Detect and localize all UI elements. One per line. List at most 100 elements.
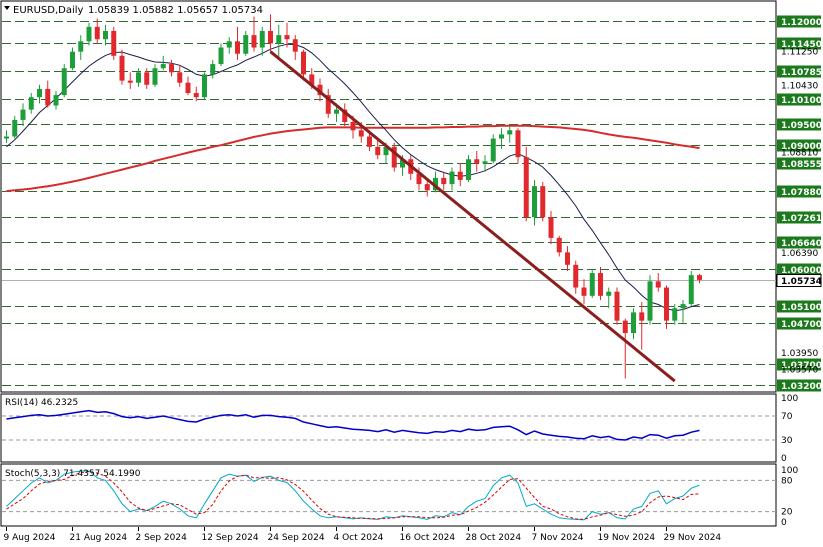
indicator-tick-label: 100: [781, 466, 798, 476]
bear-candle: [424, 184, 430, 191]
bull-candle: [259, 30, 265, 48]
level-label-bg: [777, 379, 821, 392]
bear-candle: [325, 95, 331, 114]
bull-candle: [647, 281, 653, 321]
level-label-bg: [777, 157, 821, 170]
level-label: 1.09000: [781, 142, 822, 152]
stoch-main-line: [6, 470, 700, 521]
bear-candle: [94, 26, 100, 40]
bull-candle: [152, 68, 158, 85]
level-label-bg: [777, 300, 821, 313]
price-tick-label: 1.08810: [781, 149, 818, 159]
level-label-bg: [777, 317, 821, 330]
bear-candle: [548, 217, 554, 238]
bull-candle: [243, 35, 249, 54]
indicator-tick-label: 70: [781, 412, 793, 422]
current-price-label: 1.05734: [781, 277, 822, 287]
collapse-arrow-icon[interactable]: [4, 6, 10, 10]
level-label: 1.07880: [781, 188, 822, 198]
bear-candle: [614, 291, 620, 321]
bear-candle: [556, 237, 562, 253]
indicator-tick-label: 80: [781, 476, 793, 486]
bear-candle: [301, 51, 306, 75]
bear-candle: [342, 109, 348, 123]
bear-candle: [565, 252, 570, 265]
bull-candle: [226, 41, 232, 48]
bull-candle: [672, 308, 678, 321]
date-label: 24 Sep 2024: [268, 533, 325, 543]
price-tick-label: 1.11250: [781, 48, 818, 58]
level-label-bg: [777, 139, 821, 152]
bull-candle: [78, 41, 84, 52]
bull-candle: [20, 109, 26, 120]
bear-candle: [169, 64, 174, 73]
level-label: 1.09500: [781, 121, 822, 131]
descending-trendline: [269, 50, 676, 383]
level-label: 1.10785: [781, 68, 822, 78]
bear-candle: [581, 287, 587, 296]
level-label: 1.12000: [781, 18, 822, 28]
bull-candle: [70, 51, 75, 69]
price-tick-label: 1.03570: [781, 365, 818, 375]
date-label: 19 Nov 2024: [598, 533, 656, 543]
level-label-bg: [777, 37, 821, 50]
symbol-period: EURUSD,Daily: [13, 5, 84, 16]
level-label-bg: [777, 211, 821, 224]
date-label: 4 Oct 2024: [334, 533, 384, 543]
level-label-bg: [777, 185, 821, 198]
bear-candle: [697, 275, 702, 280]
bull-candle: [218, 47, 224, 65]
bear-candle: [540, 186, 546, 218]
bear-candle: [515, 130, 521, 158]
indicator-tick-label: 20: [781, 508, 793, 518]
level-label-bg: [777, 236, 821, 249]
bull-candle: [12, 119, 18, 137]
bear-candle: [193, 93, 199, 98]
date-label: 2 Sep 2024: [136, 533, 188, 543]
bull-candle: [160, 64, 166, 69]
bull-candle: [400, 159, 405, 168]
date-label: 9 Aug 2024: [4, 533, 56, 543]
level-label: 1.10100: [781, 96, 822, 106]
level-label-bg: [777, 118, 821, 131]
bear-candle: [350, 122, 356, 131]
bull-candle: [103, 30, 108, 40]
bear-candle: [391, 146, 397, 168]
bear-candle: [235, 41, 240, 54]
bear-candle: [639, 312, 645, 321]
date-label: 16 Oct 2024: [400, 533, 456, 543]
bull-candle: [334, 109, 339, 114]
bear-candle: [358, 130, 364, 137]
bear-candle: [598, 273, 603, 296]
bear-candle: [317, 84, 323, 96]
bear-candle: [441, 177, 447, 185]
ohlc-values: 1.05839 1.05882 1.05657 1.05734: [88, 5, 263, 16]
bull-candle: [499, 134, 504, 139]
stoch-title: Stoch(5,3,3) 71.4357 54.1990: [5, 469, 141, 479]
indicator-tick-label: 100: [781, 394, 798, 404]
level-label: 1.07261: [781, 214, 822, 224]
level-label-bg: [777, 15, 821, 28]
rsi-title: RSI(14) 46.2325: [5, 398, 78, 408]
indicator-tick-label: 0: [781, 454, 787, 464]
date-label: 29 Nov 2024: [664, 533, 722, 543]
bull-candle: [688, 275, 694, 305]
bull-candle: [86, 26, 92, 42]
candlesticks: [4, 14, 702, 379]
bear-candle: [127, 80, 133, 83]
bull-candle: [532, 186, 537, 218]
level-label: 1.08555: [781, 160, 822, 170]
bear-candle: [177, 72, 183, 83]
bull-candle: [680, 304, 686, 309]
bear-candle: [523, 157, 529, 218]
rsi-panel: 100 70 30 0: [2, 394, 798, 464]
date-label: 12 Sep 2024: [202, 533, 259, 543]
date-label: 21 Aug 2024: [70, 533, 128, 543]
bull-candle: [53, 95, 59, 106]
bear-candle: [367, 136, 372, 147]
bull-candle: [37, 88, 42, 98]
level-label-bg: [777, 358, 821, 371]
bear-candle: [309, 74, 315, 85]
rsi-line: [6, 409, 700, 441]
